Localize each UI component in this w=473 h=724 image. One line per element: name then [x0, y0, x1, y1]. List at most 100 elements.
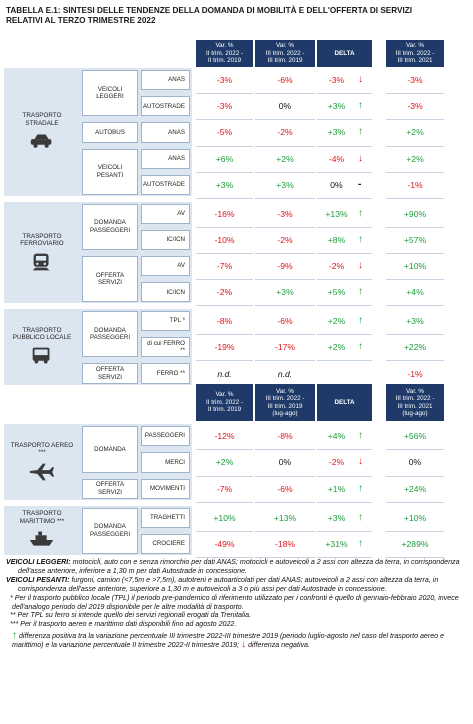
- group-label: TRASPORTO PUBBLICO LOCALE: [4, 309, 80, 385]
- data-cell: -1%: [386, 172, 444, 199]
- data-cell: -3%: [255, 201, 315, 228]
- trend-arrow: ↑: [358, 430, 363, 442]
- data-cell: -5%: [196, 120, 253, 147]
- data-cell: -17%: [255, 335, 315, 362]
- data-cell: 0% -: [317, 172, 372, 199]
- header-line: III trim. 2022 -: [265, 49, 305, 57]
- value: -3%: [407, 75, 423, 86]
- data-cell: +1% ↑: [317, 476, 372, 503]
- header-line: II trim. 2022 -: [205, 398, 244, 406]
- data-cell: -3% ↓: [317, 68, 372, 95]
- data-cell: -2% ↓: [317, 450, 372, 477]
- data-cell: +6%: [196, 146, 253, 173]
- trend-arrow: -: [358, 178, 362, 190]
- trend-arrow: ↑: [358, 100, 363, 112]
- note: *** Per il trasporto aereo e marittimo d…: [6, 620, 464, 629]
- value: +90%: [403, 208, 427, 219]
- delta-value: -4%: [328, 153, 345, 164]
- row-item: ANAS: [141, 70, 190, 91]
- subgroup-label: DOMANDA: [82, 426, 138, 473]
- header-line: Var. %: [275, 387, 295, 395]
- row-item: IC/ICN: [141, 282, 190, 303]
- subgroup-label: OFFERTA SERVIZI: [82, 256, 138, 303]
- data-cell: -10%: [196, 227, 253, 254]
- header-line: Var. %: [405, 42, 425, 50]
- data-cell: -49%: [196, 531, 253, 559]
- delta-value: +8%: [327, 234, 346, 245]
- value: +2%: [406, 153, 424, 164]
- data-cell: -2%: [196, 280, 253, 307]
- value: -1%: [407, 179, 423, 190]
- note: VEICOLI PESANTI: furgoni, camion (<7,5m …: [6, 576, 464, 594]
- value: 0%: [278, 457, 292, 468]
- data-cell: -6%: [255, 68, 315, 95]
- delta-value: +1%: [327, 483, 346, 494]
- delta-value: -2%: [328, 261, 345, 272]
- value: -6%: [277, 316, 293, 327]
- delta-value: +2%: [327, 342, 346, 353]
- header-line: III trim. 2019: [267, 402, 303, 410]
- note-text: ** Per TPL su ferro si intende quello de…: [10, 611, 252, 620]
- data-cell: -8%: [196, 309, 253, 336]
- data-cell: +4% ↑: [317, 424, 372, 451]
- value: -16%: [214, 208, 235, 219]
- header-line: Var. %: [215, 42, 234, 50]
- value: -3%: [407, 101, 423, 112]
- group-label: TRASPORTO MARITTIMO ***: [4, 506, 80, 556]
- value: -12%: [214, 431, 235, 442]
- group-label-text: TRASPORTO STRADALE: [22, 112, 62, 127]
- trend-arrow: ↑: [358, 482, 363, 494]
- value: -1%: [407, 368, 423, 379]
- header-line: II trim. 2022 -: [205, 49, 244, 57]
- title: TABELLA E.1: SINTESI DELLE TENDENZE DELL…: [6, 6, 413, 25]
- data-cell: -9%: [255, 254, 315, 281]
- data-cell: +2%: [386, 146, 444, 173]
- header-line: III trim. 2021: [397, 57, 433, 65]
- header-line: Var. %: [215, 391, 234, 399]
- header-line: (lug-ago): [272, 409, 298, 417]
- header-line: DELTA: [334, 398, 355, 406]
- value: -18%: [274, 538, 296, 549]
- data-cell: +10%: [386, 254, 444, 281]
- data-cell: +10%: [386, 505, 444, 532]
- group-label-text: TRASPORTO MARITTIMO ***: [19, 510, 65, 525]
- data-cell: +3%: [255, 280, 315, 307]
- value: +3%: [406, 316, 424, 327]
- value: +289%: [401, 538, 429, 549]
- header-line: II trim. 2019: [207, 57, 242, 65]
- group-label: TRASPORTO AEREO ***: [4, 424, 80, 500]
- value: -3%: [216, 101, 233, 112]
- subgroup-label: VEICOLI LEGGERI: [82, 70, 138, 117]
- data-cell: +3%: [386, 309, 444, 336]
- icon: [30, 134, 52, 148]
- header-line: III trim. 2019: [267, 57, 303, 65]
- header-line: III trim. 2022 -: [265, 395, 305, 403]
- subgroup-label: DOMANDA PASSEGGERI: [82, 311, 138, 358]
- value: -8%: [277, 431, 293, 442]
- note-lead: VEICOLI PESANTI:: [6, 575, 70, 584]
- trend-arrow: ↓: [358, 260, 363, 272]
- value: +10%: [213, 512, 236, 523]
- column-header: Var. % II trim. 2022 - II trim. 2019: [196, 384, 253, 421]
- notes: VEICOLI LEGGERI: motocicli, auto con e s…: [6, 558, 464, 650]
- data-cell: -7%: [196, 254, 253, 281]
- row-item: ANAS: [141, 148, 190, 169]
- data-cell: +24%: [386, 476, 444, 503]
- data-cell: +289%: [386, 531, 444, 559]
- data-cell: -8%: [255, 424, 315, 451]
- data-cell: -6%: [255, 476, 315, 503]
- row-item: di cui FERRO **: [141, 337, 190, 358]
- row-item: CROCIERE: [141, 533, 190, 555]
- data-cell: +56%: [386, 424, 444, 451]
- column-header: Var. % III trim. 2022 - III trim. 2021: [386, 40, 444, 67]
- data-cell: -7%: [196, 476, 253, 503]
- legend-note: ↑ differenza positiva tra la variazione …: [6, 631, 464, 650]
- subgroup-label: AUTOBUS: [82, 122, 138, 143]
- value: -6%: [277, 75, 293, 86]
- value: -6%: [277, 483, 293, 494]
- note: ** Per TPL su ferro si intende quello de…: [6, 611, 464, 620]
- value: +13%: [273, 512, 297, 523]
- column-header: Var. % III trim. 2022 - III trim. 2019: [255, 40, 315, 67]
- data-cell: -3%: [196, 68, 253, 95]
- subgroup-label: OFFERTA SERVIZI: [82, 363, 138, 384]
